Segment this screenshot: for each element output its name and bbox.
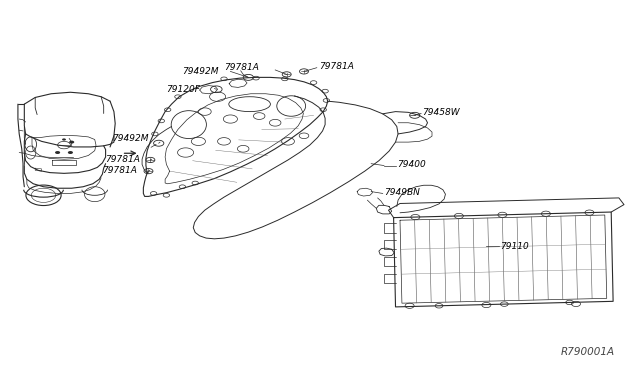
Text: 79400: 79400 — [397, 160, 426, 169]
Text: R790001A: R790001A — [560, 347, 614, 357]
Text: 79781A: 79781A — [102, 166, 137, 175]
Text: 79781A: 79781A — [106, 155, 140, 164]
Circle shape — [69, 141, 74, 144]
Circle shape — [55, 151, 60, 154]
Text: 79120F: 79120F — [166, 85, 200, 94]
Circle shape — [62, 138, 66, 141]
Text: 79781A: 79781A — [224, 63, 259, 72]
Circle shape — [68, 151, 73, 154]
Text: 79781A: 79781A — [319, 62, 353, 71]
Text: 79492M: 79492M — [112, 134, 148, 143]
Text: 79492M: 79492M — [182, 67, 219, 76]
Text: 7949BN: 7949BN — [384, 188, 420, 197]
Text: 79458W: 79458W — [422, 108, 460, 117]
Text: 79110: 79110 — [500, 242, 529, 251]
